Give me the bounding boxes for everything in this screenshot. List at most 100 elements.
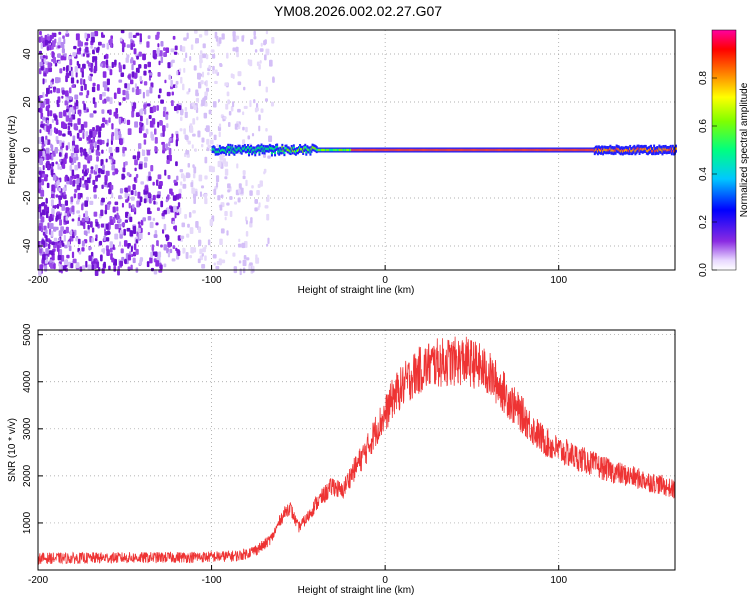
spectrogram-cell (46, 153, 50, 161)
spectrogram-cell (216, 143, 219, 148)
spectrogram-cell (172, 35, 176, 40)
spectrogram-cell (372, 148, 375, 152)
spectrogram-cell (260, 42, 263, 47)
spectrogram-cell (347, 148, 350, 152)
spectrogram-cell (85, 131, 89, 138)
spectrogram-cell (175, 80, 179, 85)
spectrogram-cell (161, 229, 165, 234)
spectrogram-cell (151, 244, 155, 251)
spectrogram-cell (237, 81, 241, 85)
spectrogram-cell (368, 148, 371, 152)
spectrogram-cell (49, 110, 53, 117)
spectrogram-cell (143, 81, 148, 86)
spectrogram-cell (56, 88, 61, 94)
spectrogram-cell (155, 260, 160, 267)
spectrogram-cell (193, 166, 197, 174)
spectrogram-cell (309, 150, 312, 154)
spectrogram-cell (197, 130, 201, 138)
spectrogram-cell (251, 133, 255, 137)
spectrogram-cell (504, 148, 507, 152)
spectrogram-cell (446, 148, 449, 152)
spectrogram-cell (170, 79, 173, 87)
spectrogram-cell (73, 229, 77, 236)
spectrogram-cell (75, 156, 79, 161)
spectrogram-cell (509, 148, 512, 152)
spectrogram-cell (101, 43, 106, 48)
spectrogram-cell (81, 203, 84, 211)
spectrogram-cell (364, 148, 367, 152)
spectrogram-cell (180, 235, 185, 240)
spectrogram-cell (82, 132, 85, 139)
spectrogram-cell (80, 193, 83, 198)
spectrogram-cell (111, 257, 115, 263)
spectrogram-cell (356, 148, 359, 152)
spectrogram-cell (262, 147, 265, 150)
spectrogram-cell (98, 131, 102, 138)
spectrogram-cell (569, 148, 572, 152)
spectrogram-cell (277, 149, 280, 153)
spectrogram-cell (405, 148, 408, 152)
spectrogram-cell (483, 148, 486, 152)
spectrogram-cell (239, 268, 242, 276)
spectrogram-cell (271, 37, 275, 44)
spectrogram-cell (143, 162, 148, 168)
spectrogram-cell (230, 106, 234, 112)
spectrogram-cell (363, 148, 366, 152)
spectrogram-cell (71, 205, 75, 213)
spectrogram-cell (225, 250, 228, 255)
spectrogram-cell (175, 139, 178, 147)
spectrogram-cell (49, 217, 52, 223)
spectrogram-cell (401, 148, 404, 152)
spectrogram-cell (245, 216, 248, 222)
spectrogram-cell (77, 238, 81, 245)
spectrogram-cell (597, 148, 600, 151)
spectrogram-cell (51, 253, 55, 261)
spectrogram-cell (428, 148, 431, 152)
spectrogram-cell (211, 148, 214, 151)
spectrogram-cell (97, 174, 101, 178)
spectrogram-cell (60, 226, 65, 232)
spectrogram-cell (293, 150, 296, 153)
spectrogram-cell (63, 110, 67, 117)
spectrogram-cell (236, 148, 239, 151)
spectrogram-cell (576, 148, 579, 152)
spectrogram-cell (110, 184, 114, 190)
spectrogram-cell (537, 148, 540, 152)
spectrogram-cell (71, 140, 76, 147)
spectrogram-cell (204, 30, 209, 36)
spectrogram-cell (255, 148, 258, 151)
spectrogram-cell (131, 204, 135, 209)
spectrogram-cell (89, 143, 93, 150)
spectrogram-cell (258, 151, 261, 154)
spectrogram-cell (102, 99, 105, 104)
spectrogram-cell (55, 161, 58, 165)
spectrogram-cell (419, 148, 422, 152)
spectrogram-cell (214, 150, 217, 154)
spectrogram-cell (218, 37, 222, 44)
spectrogram-cell (327, 148, 330, 152)
spectrogram-cell (143, 64, 148, 69)
spectrogram-cell (583, 148, 586, 152)
spectrogram-cell (410, 148, 413, 152)
spectrogram-cell (195, 89, 199, 97)
colorbar: 0.0 0.2 0.4 0.6 0.8 Normalized spectral ampl… (698, 29, 750, 277)
spectrogram-cell (631, 149, 634, 153)
spectrogram-cell (94, 30, 99, 37)
spectrogram-cell (109, 241, 113, 248)
spectrogram-cell (45, 229, 48, 235)
snr-ytick-label: 4000 (22, 370, 33, 393)
spectrogram-cell (200, 185, 205, 189)
spectrogram-cell (154, 137, 158, 144)
spectrogram-cell (184, 106, 188, 112)
spectrogram-cell (105, 53, 109, 59)
spectrogram-cell (610, 149, 613, 152)
spectrogram-cell (179, 128, 183, 132)
spectrogram-cell (158, 181, 163, 186)
spectrogram-cell (38, 107, 41, 113)
spectrogram-ytick-label: 20 (22, 96, 33, 108)
spectrogram-cell (119, 188, 124, 194)
spectrogram-cell (163, 106, 167, 112)
colorbar-tick-label: 0.8 (698, 71, 709, 85)
spectrogram-cell (603, 148, 606, 151)
spectrogram-cell (177, 202, 181, 208)
